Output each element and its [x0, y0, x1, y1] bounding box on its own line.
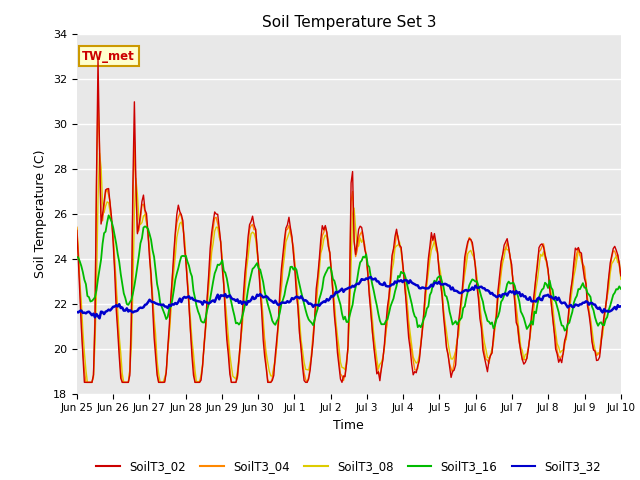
SoilT3_16: [617, 286, 625, 292]
SoilT3_16: [141, 224, 149, 229]
Legend: SoilT3_02, SoilT3_04, SoilT3_08, SoilT3_16, SoilT3_32: SoilT3_02, SoilT3_04, SoilT3_08, SoilT3_…: [92, 455, 606, 478]
SoilT3_08: [589, 338, 597, 344]
SoilT3_08: [266, 368, 273, 374]
SoilT3_32: [73, 309, 81, 315]
SoilT3_32: [617, 303, 625, 309]
SoilT3_04: [82, 380, 90, 385]
SoilT3_04: [238, 319, 246, 324]
SoilT3_04: [617, 273, 625, 278]
SoilT3_08: [256, 278, 264, 284]
SoilT3_02: [73, 228, 81, 233]
SoilT3_02: [81, 380, 88, 385]
SoilT3_08: [314, 285, 321, 290]
Title: Soil Temperature Set 3: Soil Temperature Set 3: [262, 15, 436, 30]
SoilT3_02: [589, 347, 597, 353]
SoilT3_08: [143, 220, 150, 226]
SoilT3_08: [73, 225, 81, 231]
SoilT3_08: [238, 327, 246, 333]
Text: TW_met: TW_met: [82, 50, 135, 63]
SoilT3_04: [73, 224, 81, 230]
SoilT3_16: [561, 328, 568, 334]
SoilT3_08: [84, 380, 92, 385]
SoilT3_04: [94, 94, 102, 100]
SoilT3_16: [73, 254, 81, 260]
SoilT3_04: [266, 380, 273, 385]
SoilT3_02: [256, 288, 264, 294]
SoilT3_32: [237, 299, 244, 304]
SoilT3_32: [96, 315, 104, 321]
Line: SoilT3_04: SoilT3_04: [77, 97, 621, 383]
Line: SoilT3_16: SoilT3_16: [77, 216, 621, 331]
SoilT3_04: [256, 283, 264, 288]
SoilT3_04: [589, 346, 597, 352]
SoilT3_32: [312, 302, 320, 308]
SoilT3_32: [589, 301, 597, 307]
SoilT3_16: [312, 311, 320, 316]
SoilT3_02: [266, 380, 273, 385]
SoilT3_16: [264, 301, 271, 307]
SoilT3_02: [143, 211, 150, 216]
X-axis label: Time: Time: [333, 419, 364, 432]
SoilT3_16: [589, 307, 597, 313]
SoilT3_16: [105, 213, 113, 218]
SoilT3_32: [367, 274, 374, 280]
SoilT3_08: [96, 150, 104, 156]
SoilT3_16: [237, 320, 244, 325]
SoilT3_02: [238, 317, 246, 323]
Y-axis label: Soil Temperature (C): Soil Temperature (C): [35, 149, 47, 278]
SoilT3_32: [141, 302, 149, 308]
Line: SoilT3_08: SoilT3_08: [77, 153, 621, 383]
Line: SoilT3_32: SoilT3_32: [77, 277, 621, 318]
SoilT3_04: [314, 276, 321, 282]
SoilT3_02: [617, 273, 625, 278]
SoilT3_32: [264, 295, 271, 300]
SoilT3_16: [255, 266, 262, 272]
SoilT3_04: [143, 218, 150, 224]
SoilT3_08: [617, 276, 625, 282]
SoilT3_02: [314, 274, 321, 279]
SoilT3_32: [255, 293, 262, 299]
SoilT3_02: [94, 57, 102, 63]
Line: SoilT3_02: SoilT3_02: [77, 60, 621, 383]
